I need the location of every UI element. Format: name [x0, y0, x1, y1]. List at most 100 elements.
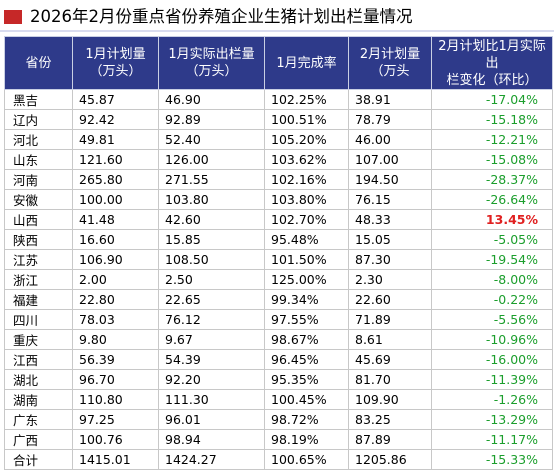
cell-province: 福建	[4, 289, 73, 310]
cell-change: -11.39%	[431, 369, 553, 390]
cell-jan-actual: 92.89	[158, 109, 265, 130]
table-row: 陕西 16.60 15.85 95.48% 15.05 -5.05%	[4, 229, 553, 250]
cell-jan-plan: 2.00	[72, 269, 159, 290]
cell-jan-actual: 52.40	[158, 129, 265, 150]
table-row: 浙江 2.00 2.50 125.00% 2.30 -8.00%	[4, 269, 553, 290]
cell-jan-plan: 100.76	[72, 429, 159, 450]
cell-feb-plan: 76.15	[348, 189, 432, 210]
cell-province: 江西	[4, 349, 73, 370]
cell-jan-plan: 121.60	[72, 149, 159, 170]
cell-completion-rate: 100.45%	[264, 389, 349, 410]
cell-province: 重庆	[4, 329, 73, 350]
cell-completion-rate: 100.51%	[264, 109, 349, 130]
cell-jan-plan: 92.42	[72, 109, 159, 130]
cell-change: -15.08%	[431, 149, 553, 170]
cell-completion-rate: 101.50%	[264, 249, 349, 270]
cell-change: -12.21%	[431, 129, 553, 150]
hog-output-table: 省份 1月计划量 （万头） 1月实际出栏量 （万头） 1月完成率 2月计划量 （万头 …	[4, 36, 553, 470]
cell-completion-rate: 103.62%	[264, 149, 349, 170]
cell-change: -28.37%	[431, 169, 553, 190]
cell-completion-rate: 97.55%	[264, 309, 349, 330]
cell-completion-rate: 125.00%	[264, 269, 349, 290]
cell-completion-rate: 95.48%	[264, 229, 349, 250]
table-row: 江苏 106.90 108.50 101.50% 87.30 -19.54%	[4, 249, 553, 270]
cell-jan-plan: 97.25	[72, 409, 159, 430]
header-province: 省份	[4, 36, 73, 90]
cell-province: 黑吉	[4, 89, 73, 110]
cell-province: 河北	[4, 129, 73, 150]
cell-province: 浙江	[4, 269, 73, 290]
cell-province: 河南	[4, 169, 73, 190]
table-header-row: 省份 1月计划量 （万头） 1月实际出栏量 （万头） 1月完成率 2月计划量 （万头 …	[4, 36, 553, 90]
title-divider	[0, 30, 554, 32]
cell-jan-actual: 2.50	[158, 269, 265, 290]
cell-change: 13.45%	[431, 209, 553, 230]
cell-completion-rate: 98.72%	[264, 409, 349, 430]
header-feb-plan: 2月计划量 （万头	[348, 36, 432, 90]
table-row: 江西 56.39 54.39 96.45% 45.69 -16.00%	[4, 349, 553, 370]
table-row: 河北 49.81 52.40 105.20% 46.00 -12.21%	[4, 129, 553, 150]
table-row: 重庆 9.80 9.67 98.67% 8.61 -10.96%	[4, 329, 553, 350]
cell-jan-plan: 1415.01	[72, 449, 159, 470]
table-row: 湖北 96.70 92.20 95.35% 81.70 -11.39%	[4, 369, 553, 390]
cell-province: 广西	[4, 429, 73, 450]
page-title: 2026年2月份重点省份养殖企业生猪计划出栏量情况	[30, 7, 413, 26]
cell-change: -19.54%	[431, 249, 553, 270]
cell-completion-rate: 100.65%	[264, 449, 349, 470]
cell-province: 江苏	[4, 249, 73, 270]
cell-jan-plan: 110.80	[72, 389, 159, 410]
cell-feb-plan: 87.30	[348, 249, 432, 270]
cell-jan-actual: 103.80	[158, 189, 265, 210]
cell-jan-actual: 76.12	[158, 309, 265, 330]
cell-completion-rate: 103.80%	[264, 189, 349, 210]
cell-change: -15.18%	[431, 109, 553, 130]
cell-completion-rate: 96.45%	[264, 349, 349, 370]
cell-jan-actual: 108.50	[158, 249, 265, 270]
table-row: 安徽 100.00 103.80 103.80% 76.15 -26.64%	[4, 189, 553, 210]
cell-change: -1.26%	[431, 389, 553, 410]
cell-change: -5.05%	[431, 229, 553, 250]
table-row: 四川 78.03 76.12 97.55% 71.89 -5.56%	[4, 309, 553, 330]
table-row: 山西 41.48 42.60 102.70% 48.33 13.45%	[4, 209, 553, 230]
header-change: 2月计划比1月实际出 栏变化（环比）	[431, 36, 553, 90]
cell-jan-plan: 106.90	[72, 249, 159, 270]
cell-jan-actual: 22.65	[158, 289, 265, 310]
cell-jan-plan: 41.48	[72, 209, 159, 230]
cell-jan-actual: 111.30	[158, 389, 265, 410]
cell-jan-plan: 100.00	[72, 189, 159, 210]
cell-province: 广东	[4, 409, 73, 430]
cell-province: 山西	[4, 209, 73, 230]
cell-jan-plan: 9.80	[72, 329, 159, 350]
cell-feb-plan: 83.25	[348, 409, 432, 430]
cell-feb-plan: 107.00	[348, 149, 432, 170]
table-row: 广东 97.25 96.01 98.72% 83.25 -13.29%	[4, 409, 553, 430]
cell-feb-plan: 15.05	[348, 229, 432, 250]
cell-change: -13.29%	[431, 409, 553, 430]
table-row: 福建 22.80 22.65 99.34% 22.60 -0.22%	[4, 289, 553, 310]
table-total-row: 合计 1415.01 1424.27 100.65% 1205.86 -15.33%	[4, 449, 553, 470]
table-row: 河南 265.80 271.55 102.16% 194.50 -28.37%	[4, 169, 553, 190]
cell-province: 四川	[4, 309, 73, 330]
cell-change: -0.22%	[431, 289, 553, 310]
cell-jan-actual: 1424.27	[158, 449, 265, 470]
cell-change: -10.96%	[431, 329, 553, 350]
cell-feb-plan: 71.89	[348, 309, 432, 330]
cell-jan-actual: 15.85	[158, 229, 265, 250]
cell-jan-actual: 46.90	[158, 89, 265, 110]
cell-jan-actual: 9.67	[158, 329, 265, 350]
cell-province: 山东	[4, 149, 73, 170]
table-body: 黑吉 45.87 46.90 102.25% 38.91 -17.04% 辽内 92.42 92…	[4, 89, 553, 470]
cell-feb-plan: 46.00	[348, 129, 432, 150]
cell-jan-actual: 98.94	[158, 429, 265, 450]
cell-jan-actual: 271.55	[158, 169, 265, 190]
cell-feb-plan: 109.90	[348, 389, 432, 410]
cell-change: -16.00%	[431, 349, 553, 370]
cell-jan-plan: 265.80	[72, 169, 159, 190]
header-jan-plan: 1月计划量 （万头）	[72, 36, 159, 90]
cell-completion-rate: 105.20%	[264, 129, 349, 150]
cell-change: -5.56%	[431, 309, 553, 330]
cell-completion-rate: 98.67%	[264, 329, 349, 350]
cell-jan-actual: 42.60	[158, 209, 265, 230]
cell-completion-rate: 102.16%	[264, 169, 349, 190]
cell-province: 陕西	[4, 229, 73, 250]
